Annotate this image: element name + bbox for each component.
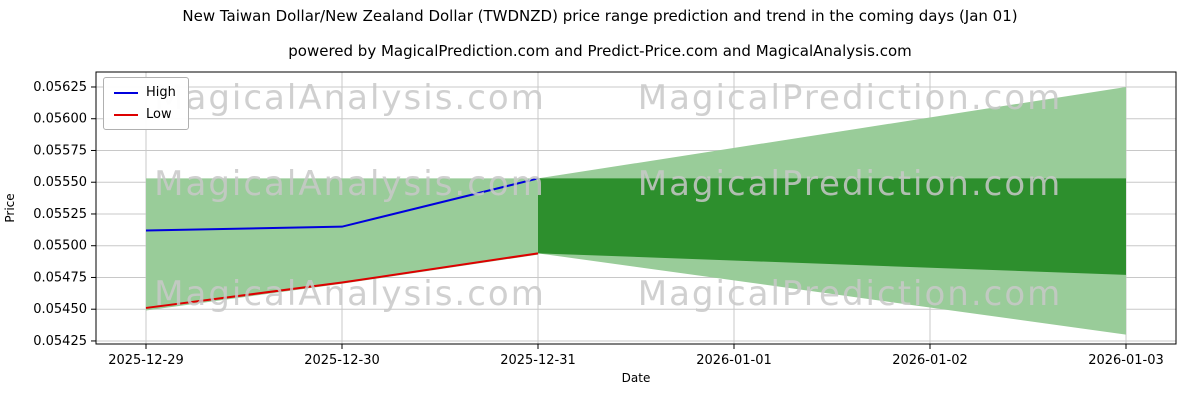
legend-item-high: High [114, 85, 176, 100]
series-low-line [145, 252, 539, 309]
x-tick-label: 2026-01-03 [1088, 353, 1164, 368]
band-history-range [146, 178, 538, 311]
series-high-line [145, 177, 539, 232]
y-tick-label: 0.05575 [33, 143, 87, 158]
legend-item-low: Low [114, 107, 176, 122]
low-line-swatch [114, 113, 138, 116]
x-tick-label: 2025-12-31 [500, 353, 576, 368]
y-tick-label: 0.05550 [33, 175, 87, 190]
chart-subtitle: powered by MagicalPrediction.com and Pre… [288, 42, 912, 60]
y-axis-label: Price [3, 193, 17, 223]
x-tick-label: 2026-01-01 [696, 353, 772, 368]
chart-title: New Taiwan Dollar/New Zealand Dollar (TW… [182, 7, 1018, 25]
legend-label-high: High [146, 85, 176, 100]
plot-border [95, 71, 1177, 345]
x-axis-label: Date [621, 371, 651, 385]
x-tick-label: 2025-12-30 [304, 353, 380, 368]
y-tick-label: 0.05525 [33, 207, 87, 222]
y-tick-label: 0.05475 [33, 270, 87, 285]
y-tick-label: 0.05500 [33, 239, 87, 254]
legend: High Low [103, 77, 189, 130]
y-tick-label: 0.05600 [33, 112, 87, 127]
y-tick-label: 0.05450 [33, 302, 87, 317]
y-tick-label: 0.05425 [33, 334, 87, 349]
x-tick-label: 2025-12-29 [108, 353, 184, 368]
y-tick-label: 0.05625 [33, 80, 87, 95]
band-forecast-inner [538, 178, 1126, 275]
high-line-swatch [114, 91, 138, 94]
x-tick-label: 2026-01-02 [892, 353, 968, 368]
legend-label-low: Low [146, 107, 172, 122]
